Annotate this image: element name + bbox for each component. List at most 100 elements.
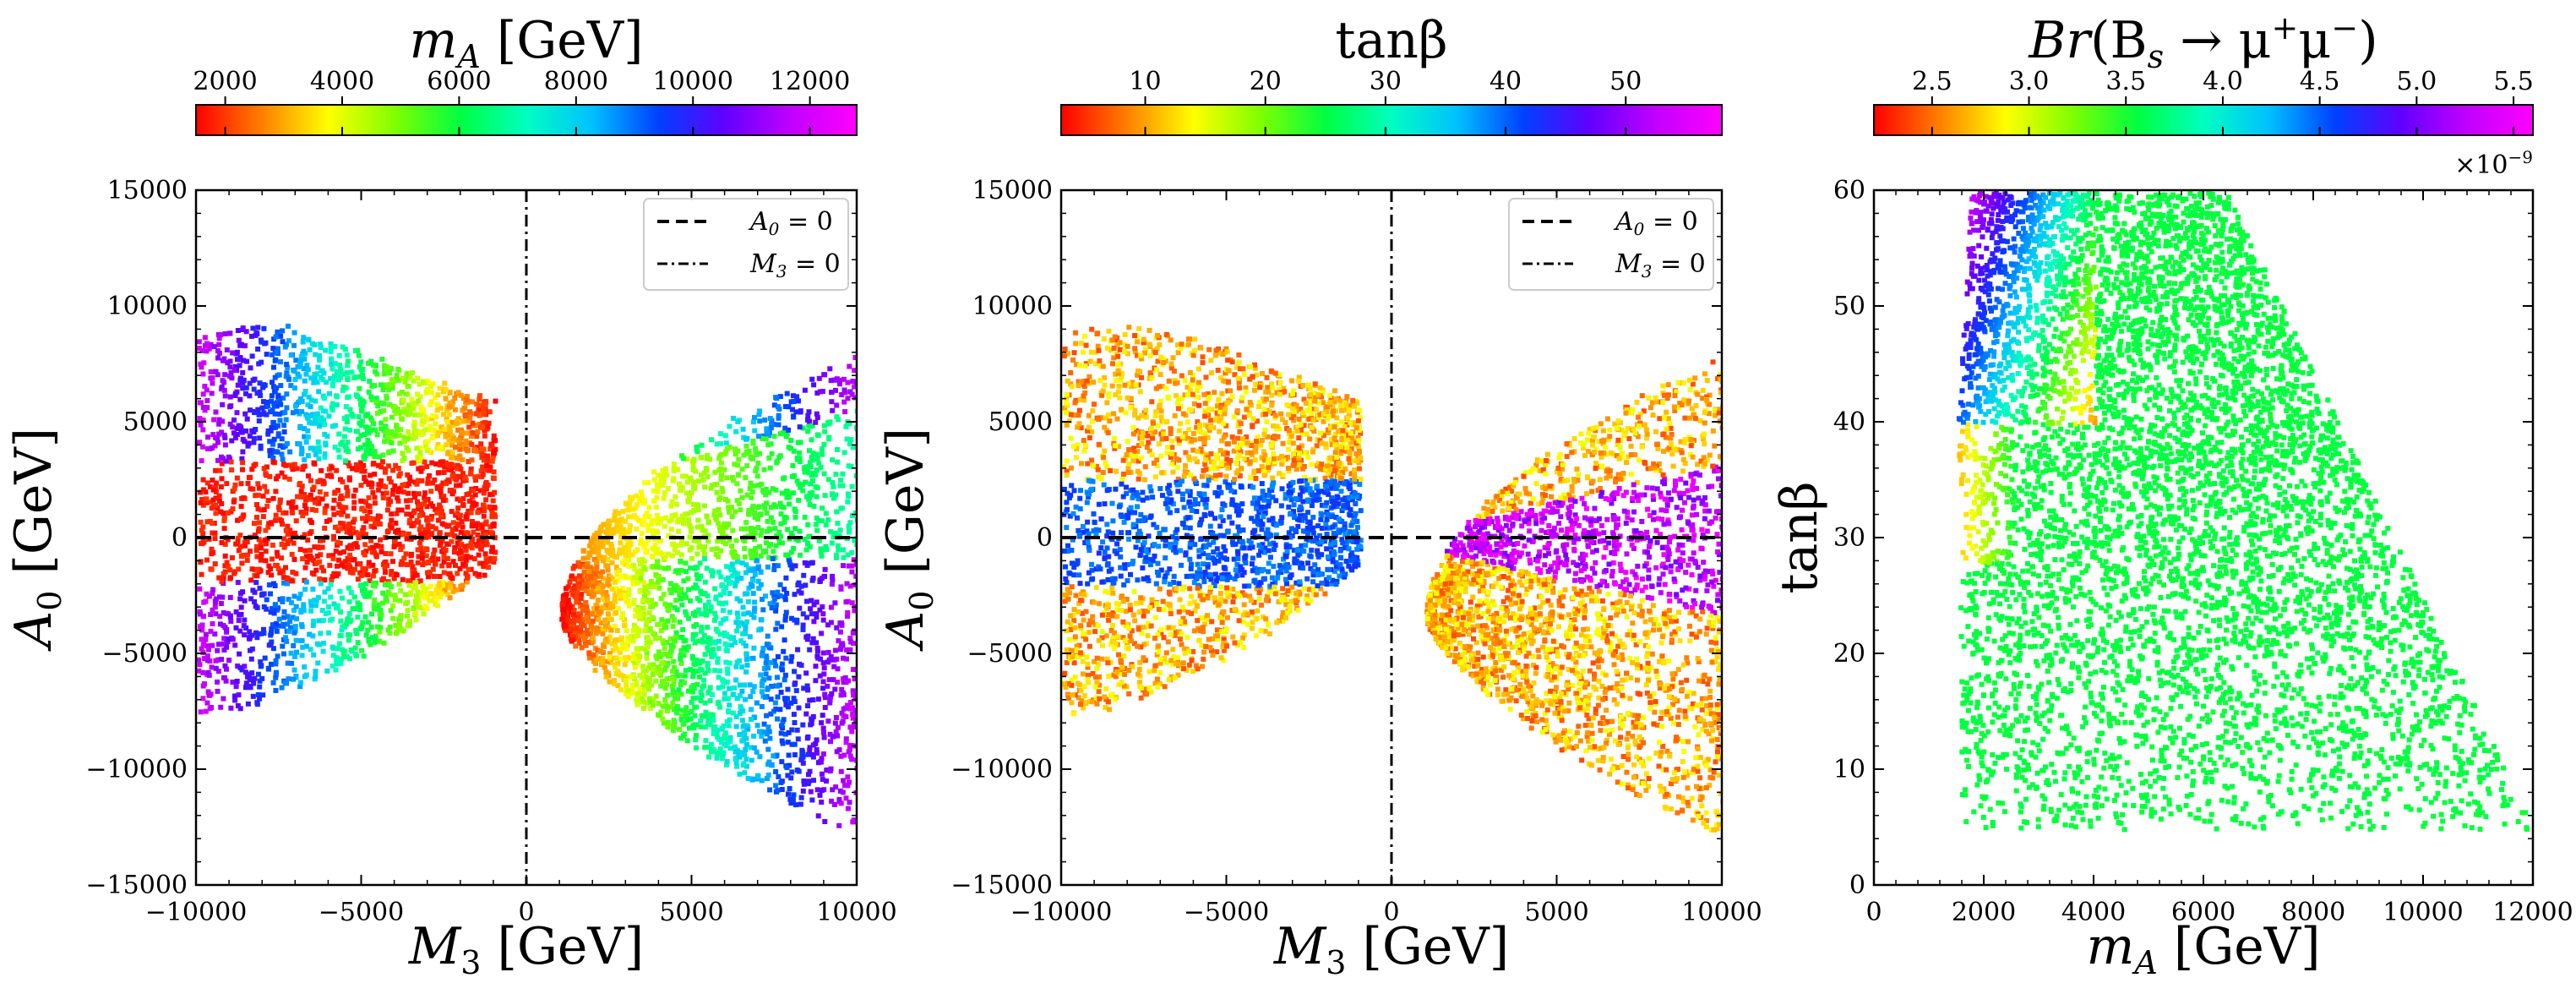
colorbar-1-title: mA [GeV] bbox=[409, 11, 643, 75]
scatter-point bbox=[828, 378, 834, 384]
scatter-point bbox=[424, 605, 430, 611]
scatter-point bbox=[780, 740, 786, 746]
scatter-point bbox=[809, 455, 814, 461]
scatter-point bbox=[362, 542, 368, 548]
scatter-point bbox=[563, 624, 569, 629]
scatter-point bbox=[765, 746, 771, 752]
scatter-point bbox=[585, 619, 591, 625]
scatter-point bbox=[336, 431, 342, 437]
scatter-point bbox=[222, 434, 228, 440]
scatter-point bbox=[299, 624, 305, 630]
scatter-point bbox=[834, 414, 840, 420]
scatter-point bbox=[613, 527, 618, 532]
scatter-point bbox=[671, 462, 677, 467]
scatter-point bbox=[734, 763, 740, 769]
scatter-point bbox=[200, 477, 206, 483]
scatter-point bbox=[624, 646, 629, 652]
scatter-point bbox=[749, 757, 754, 763]
scatter-point bbox=[783, 552, 789, 558]
scatter-point bbox=[351, 519, 357, 525]
scatter-point bbox=[419, 501, 425, 507]
scatter-point bbox=[303, 440, 309, 445]
scatter-point bbox=[772, 700, 778, 706]
scatter-point bbox=[614, 570, 620, 576]
scatter-point bbox=[256, 526, 262, 532]
scatter-point bbox=[721, 679, 727, 684]
scatter-point bbox=[213, 665, 219, 671]
scatter-point bbox=[231, 571, 237, 576]
scatter-point bbox=[615, 577, 621, 583]
scatter-point bbox=[398, 613, 404, 619]
scatter-point bbox=[715, 656, 721, 662]
scatter-point bbox=[846, 523, 852, 529]
scatter-point bbox=[791, 696, 797, 702]
scatter-point bbox=[637, 498, 642, 504]
scatter-point bbox=[791, 712, 797, 718]
scatter-point bbox=[670, 683, 675, 689]
scatter-point bbox=[619, 614, 625, 620]
scatter-point bbox=[489, 458, 495, 464]
scatter-point bbox=[303, 643, 309, 649]
scatter-point bbox=[199, 646, 204, 652]
scatter-point bbox=[358, 498, 364, 504]
scatter-point bbox=[718, 592, 724, 598]
scatter-point bbox=[466, 491, 472, 497]
scatter-point bbox=[460, 445, 466, 451]
scatter-point bbox=[255, 492, 261, 498]
scatter-point bbox=[343, 404, 349, 410]
scatter-point bbox=[660, 576, 666, 582]
scatter-point bbox=[437, 574, 443, 579]
scatter-point bbox=[229, 438, 235, 444]
scatter-point bbox=[640, 598, 645, 604]
scatter-point bbox=[400, 375, 406, 381]
scatter-point bbox=[482, 572, 487, 578]
scatter-point bbox=[660, 716, 666, 722]
scatter-point bbox=[341, 525, 347, 531]
scatter-point bbox=[754, 749, 760, 755]
scatter-point bbox=[617, 656, 623, 662]
scatter-point bbox=[830, 787, 836, 793]
scatter-point bbox=[210, 607, 215, 613]
scatter-point bbox=[303, 554, 309, 560]
scatter-point bbox=[734, 481, 740, 487]
scatter-point bbox=[400, 559, 405, 565]
scatter-point bbox=[827, 697, 833, 703]
scatter-point bbox=[723, 600, 729, 606]
scatter-point bbox=[751, 733, 757, 739]
scatter-point bbox=[381, 576, 386, 582]
scatter-point bbox=[269, 630, 274, 636]
scatter-point bbox=[412, 412, 418, 418]
scatter-point bbox=[458, 435, 464, 440]
scatter-point bbox=[732, 685, 738, 691]
scatter-point bbox=[672, 664, 678, 670]
scatter-point bbox=[280, 643, 286, 649]
scatter-point bbox=[703, 738, 709, 744]
scatter-point bbox=[294, 649, 299, 655]
scatter-point bbox=[814, 456, 820, 462]
scatter-point bbox=[270, 459, 276, 465]
scatter-point bbox=[651, 662, 656, 668]
scatter-point bbox=[483, 467, 489, 472]
scatter-point bbox=[793, 409, 799, 415]
scatter-point bbox=[575, 560, 581, 565]
scatter-point bbox=[202, 681, 207, 687]
scatter-point bbox=[749, 583, 755, 589]
scatter-point bbox=[743, 475, 749, 481]
scatter-point bbox=[787, 559, 792, 565]
scatter-point bbox=[434, 603, 440, 609]
scatter-point bbox=[258, 631, 264, 636]
scatter-point bbox=[491, 469, 497, 475]
scatter-point bbox=[324, 472, 330, 478]
scatter-point bbox=[213, 599, 219, 605]
scatter-point bbox=[460, 501, 466, 507]
scatter-point bbox=[834, 625, 840, 631]
scatter-point bbox=[357, 607, 363, 613]
scatter-point bbox=[413, 593, 419, 598]
scatter-point bbox=[340, 521, 346, 527]
scatter-point bbox=[432, 547, 438, 553]
scatter-point bbox=[221, 387, 227, 393]
scatter-point bbox=[774, 532, 780, 538]
scatter-point bbox=[793, 537, 799, 543]
scatter-point bbox=[380, 387, 386, 393]
scatter-point bbox=[221, 511, 226, 516]
